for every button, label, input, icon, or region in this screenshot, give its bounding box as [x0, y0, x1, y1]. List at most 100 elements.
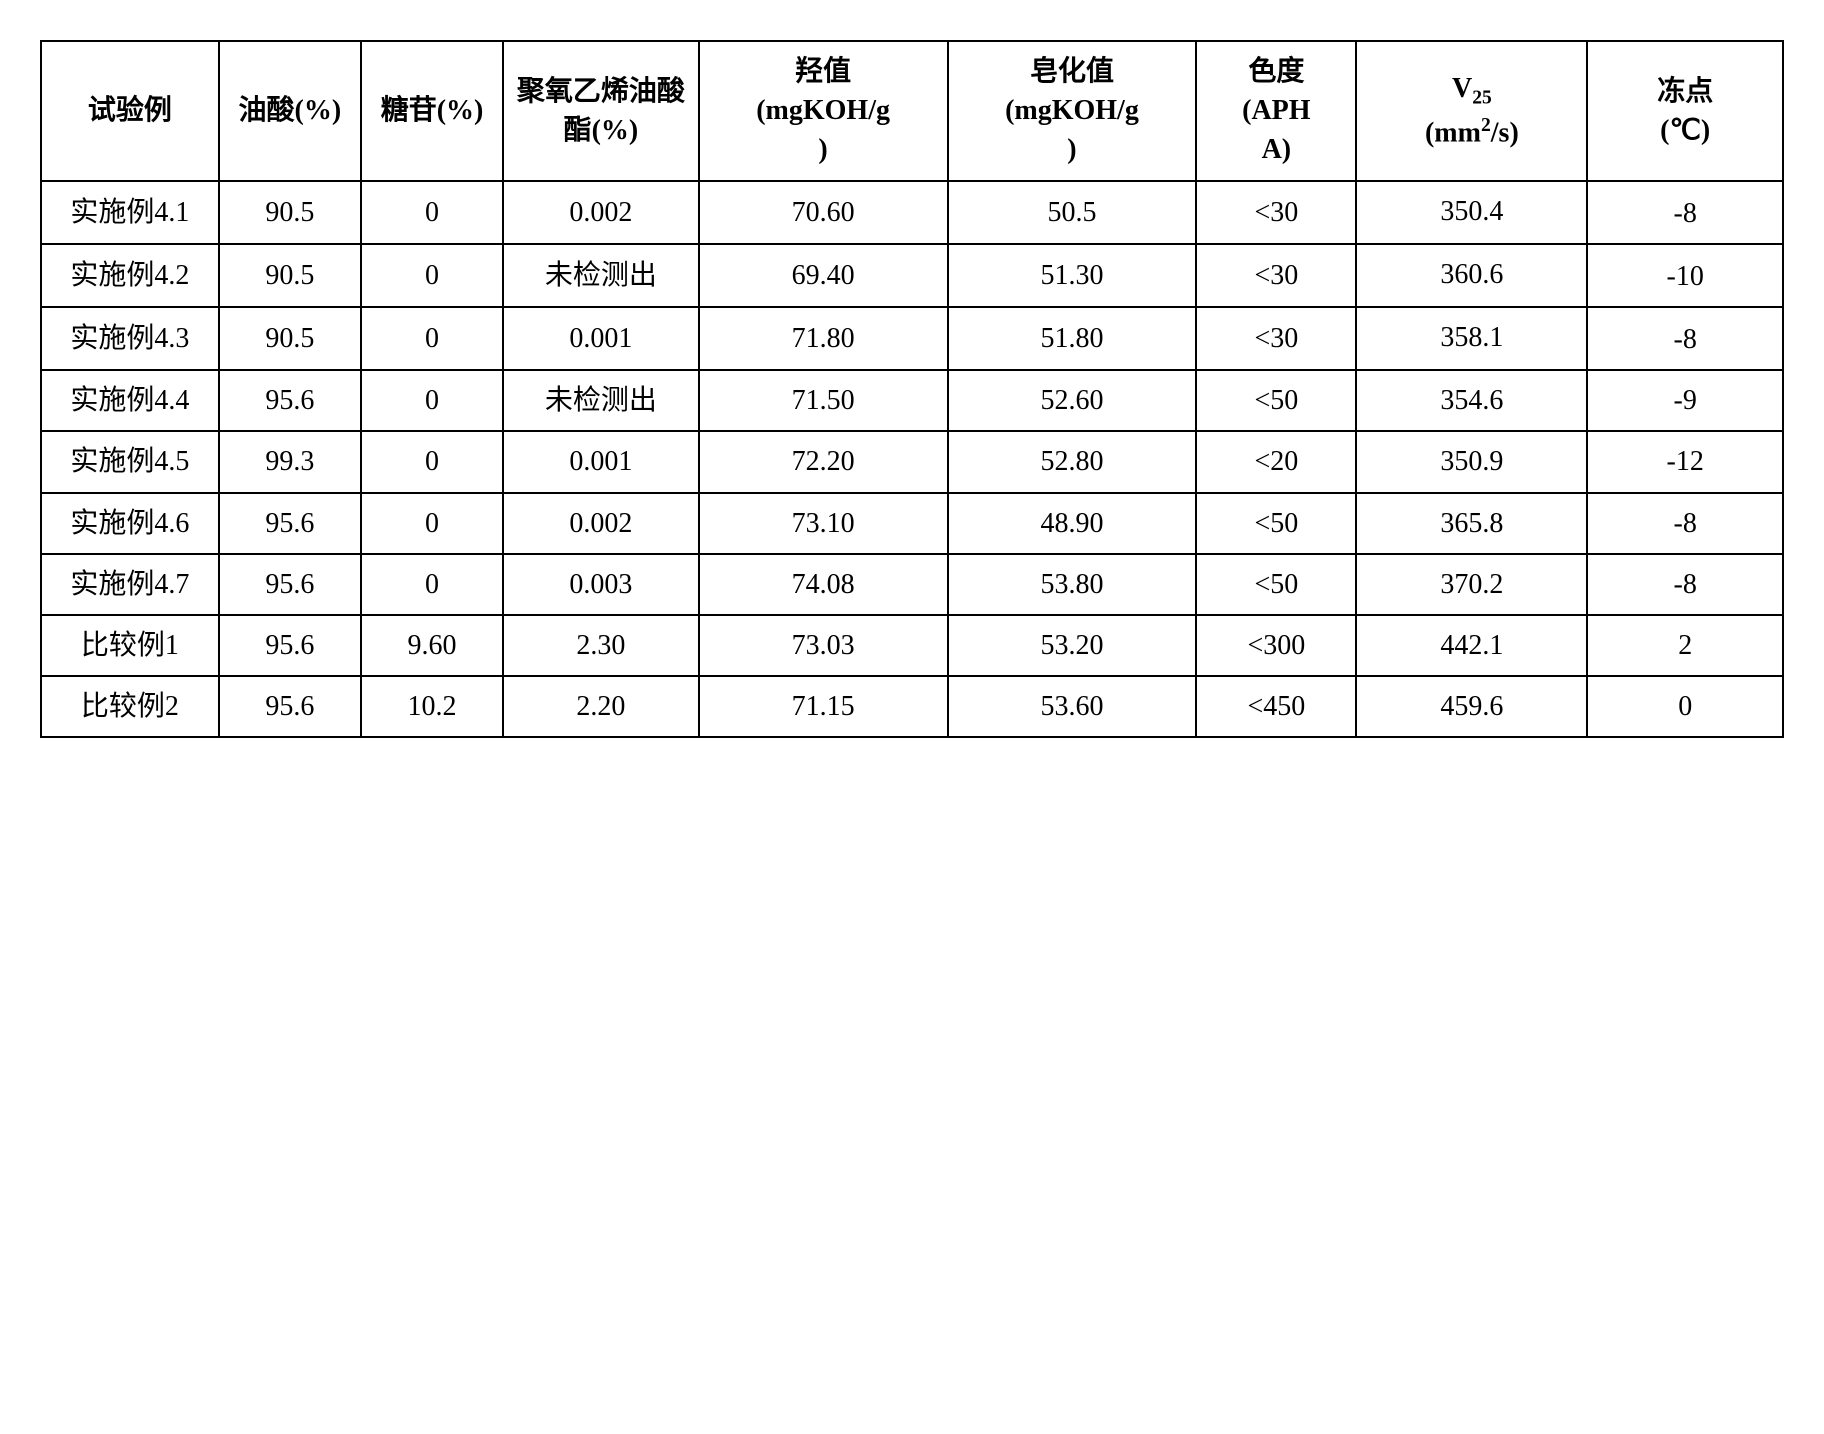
table-cell: 71.80 — [699, 307, 948, 370]
table-cell: 73.03 — [699, 615, 948, 676]
table-cell: 53.80 — [948, 554, 1197, 615]
table-cell: 0 — [361, 244, 503, 307]
data-table: 试验例 油酸(%) 糖苷(%) 聚氧乙烯油酸酯(%) 羟值 (mgKOH/g )… — [40, 40, 1784, 738]
table-cell: 实施例4.3 — [41, 307, 219, 370]
table-body: 实施例4.190.500.00270.6050.5<30350.4-8实施例4.… — [41, 181, 1783, 738]
table-cell: -8 — [1587, 307, 1783, 370]
table-cell: 90.5 — [219, 307, 361, 370]
table-cell: 53.60 — [948, 676, 1197, 737]
table-cell: 0.001 — [503, 431, 699, 492]
table-cell: 0 — [361, 554, 503, 615]
table-cell: 实施例4.5 — [41, 431, 219, 492]
table-cell: 73.10 — [699, 493, 948, 554]
table-cell: <450 — [1196, 676, 1356, 737]
header-saponification-value: 皂化值 (mgKOH/g ) — [948, 41, 1197, 181]
table-cell: <30 — [1196, 307, 1356, 370]
table-cell: 350.9 — [1356, 431, 1587, 492]
table-cell: 442.1 — [1356, 615, 1587, 676]
table-row: 实施例4.390.500.00171.8051.80<30358.1-8 — [41, 307, 1783, 370]
table-cell: 52.60 — [948, 370, 1197, 431]
table-cell: 48.90 — [948, 493, 1197, 554]
table-cell: 74.08 — [699, 554, 948, 615]
table-cell: 358.1 — [1356, 307, 1587, 370]
table-cell: 未检测出 — [503, 244, 699, 307]
header-oleic-acid: 油酸(%) — [219, 41, 361, 181]
table-cell: 365.8 — [1356, 493, 1587, 554]
table-cell: 实施例4.7 — [41, 554, 219, 615]
table-cell: 9.60 — [361, 615, 503, 676]
table-cell: 354.6 — [1356, 370, 1587, 431]
table-cell: 95.6 — [219, 370, 361, 431]
header-viscosity: V25 (mm2/s) — [1356, 41, 1587, 181]
table-cell: <30 — [1196, 181, 1356, 244]
table-cell: 实施例4.1 — [41, 181, 219, 244]
table-cell: 71.15 — [699, 676, 948, 737]
table-cell: 53.20 — [948, 615, 1197, 676]
table-row: 实施例4.495.60未检测出71.5052.60<50354.6-9 — [41, 370, 1783, 431]
table-row: 实施例4.795.600.00374.0853.80<50370.2-8 — [41, 554, 1783, 615]
table-cell: 90.5 — [219, 244, 361, 307]
table-cell: 0 — [361, 370, 503, 431]
table-cell: 0 — [361, 493, 503, 554]
table-cell: 51.30 — [948, 244, 1197, 307]
header-glycoside: 糖苷(%) — [361, 41, 503, 181]
table-cell: 50.5 — [948, 181, 1197, 244]
table-cell: <30 — [1196, 244, 1356, 307]
header-freezing-point: 冻点 (℃) — [1587, 41, 1783, 181]
table-cell: 未检测出 — [503, 370, 699, 431]
table-cell: 0 — [361, 431, 503, 492]
table-cell: 72.20 — [699, 431, 948, 492]
table-cell: 70.60 — [699, 181, 948, 244]
table-cell: 实施例4.2 — [41, 244, 219, 307]
table-cell: 71.50 — [699, 370, 948, 431]
table-cell: 99.3 — [219, 431, 361, 492]
table-cell: 0.002 — [503, 181, 699, 244]
table-cell: -8 — [1587, 493, 1783, 554]
table-cell: 2.20 — [503, 676, 699, 737]
table-cell: 360.6 — [1356, 244, 1587, 307]
table-cell: -8 — [1587, 554, 1783, 615]
table-cell: <20 — [1196, 431, 1356, 492]
table-cell: <50 — [1196, 370, 1356, 431]
header-row: 试验例 油酸(%) 糖苷(%) 聚氧乙烯油酸酯(%) 羟值 (mgKOH/g )… — [41, 41, 1783, 181]
table-cell: 比较例2 — [41, 676, 219, 737]
table-cell: 2 — [1587, 615, 1783, 676]
table-cell: <50 — [1196, 493, 1356, 554]
table-row: 比较例295.610.22.2071.1553.60<450459.60 — [41, 676, 1783, 737]
table-cell: 10.2 — [361, 676, 503, 737]
table-row: 实施例4.290.50未检测出69.4051.30<30360.6-10 — [41, 244, 1783, 307]
table-cell: 95.6 — [219, 615, 361, 676]
table-cell: 比较例1 — [41, 615, 219, 676]
table-row: 实施例4.599.300.00172.2052.80<20350.9-12 — [41, 431, 1783, 492]
table-cell: 69.40 — [699, 244, 948, 307]
header-hydroxyl-value: 羟值 (mgKOH/g ) — [699, 41, 948, 181]
table-cell: 0.002 — [503, 493, 699, 554]
table-cell: -8 — [1587, 181, 1783, 244]
table-row: 实施例4.190.500.00270.6050.5<30350.4-8 — [41, 181, 1783, 244]
table-cell: <50 — [1196, 554, 1356, 615]
table-cell: 实施例4.6 — [41, 493, 219, 554]
table-cell: 0 — [361, 307, 503, 370]
table-cell: 0.003 — [503, 554, 699, 615]
table-cell: -9 — [1587, 370, 1783, 431]
table-cell: <300 — [1196, 615, 1356, 676]
table-cell: 459.6 — [1356, 676, 1587, 737]
table-cell: 2.30 — [503, 615, 699, 676]
table-cell: 95.6 — [219, 554, 361, 615]
header-sample: 试验例 — [41, 41, 219, 181]
table-cell: 0 — [1587, 676, 1783, 737]
header-color: 色度 (APH A) — [1196, 41, 1356, 181]
table-cell: -12 — [1587, 431, 1783, 492]
table-cell: 95.6 — [219, 676, 361, 737]
table-cell: 52.80 — [948, 431, 1197, 492]
table-cell: 0.001 — [503, 307, 699, 370]
header-poe-oleate: 聚氧乙烯油酸酯(%) — [503, 41, 699, 181]
table-cell: 90.5 — [219, 181, 361, 244]
table-row: 实施例4.695.600.00273.1048.90<50365.8-8 — [41, 493, 1783, 554]
table-cell: -10 — [1587, 244, 1783, 307]
table-cell: 95.6 — [219, 493, 361, 554]
table-cell: 350.4 — [1356, 181, 1587, 244]
table-cell: 实施例4.4 — [41, 370, 219, 431]
table-cell: 51.80 — [948, 307, 1197, 370]
table-cell: 0 — [361, 181, 503, 244]
